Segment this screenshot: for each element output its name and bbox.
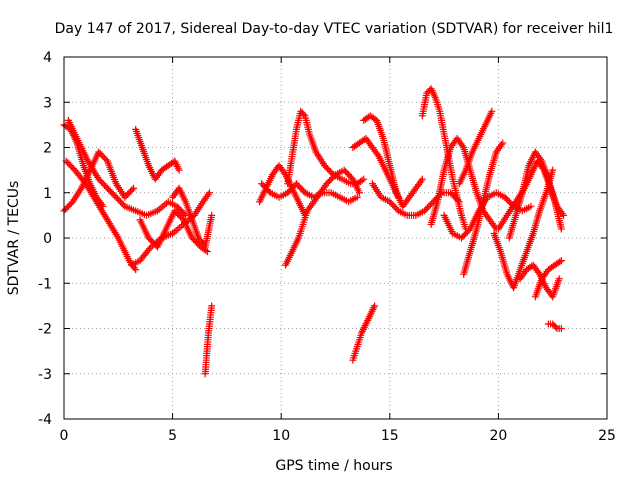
data-point xyxy=(203,248,211,256)
data-point xyxy=(549,166,557,174)
data-point xyxy=(300,187,308,195)
data-point xyxy=(328,169,336,177)
data-point xyxy=(178,214,186,222)
data-point xyxy=(556,258,564,266)
y-tick-label: -4 xyxy=(38,412,52,428)
series-arc20 xyxy=(440,189,535,242)
x-tick-label: 20 xyxy=(489,428,507,444)
series-arc3 xyxy=(62,157,140,274)
y-tick-label: 0 xyxy=(43,231,52,247)
y-tick-label: 2 xyxy=(43,141,52,157)
series-arc4 xyxy=(64,116,190,219)
series-arc22 xyxy=(455,107,496,188)
y-axis-label: SDTVAR / TECUs xyxy=(6,181,22,296)
y-tick-label: 4 xyxy=(43,50,52,66)
data-point xyxy=(132,266,140,274)
series-arc21 xyxy=(460,139,507,278)
series-arc19 xyxy=(427,134,500,233)
data-point xyxy=(557,225,565,233)
data-point xyxy=(130,184,138,192)
axis-ticks xyxy=(63,56,608,420)
data-point xyxy=(488,107,496,115)
data-point xyxy=(371,302,379,310)
series-arc25 xyxy=(505,148,565,242)
x-tick-label: 15 xyxy=(381,428,399,444)
data-point xyxy=(557,325,565,332)
x-tick-label: 0 xyxy=(60,428,69,444)
data-point xyxy=(128,186,136,194)
x-tick-label: 5 xyxy=(168,428,177,444)
data-point xyxy=(80,178,88,186)
series-arc5 xyxy=(132,125,183,183)
series-arc27 xyxy=(531,257,565,301)
y-tick-label: -3 xyxy=(38,367,52,383)
x-axis-label: GPS time / hours xyxy=(275,458,392,474)
series-arc9 xyxy=(201,302,216,378)
y-tick-label: 1 xyxy=(43,186,52,202)
data-point xyxy=(353,193,361,201)
series-arc13 xyxy=(284,107,368,188)
data-point xyxy=(560,211,568,219)
x-tick-label: 25 xyxy=(598,428,616,444)
series-arc7 xyxy=(136,207,211,256)
data-point xyxy=(206,189,214,197)
data-point xyxy=(300,110,308,118)
data-point xyxy=(499,139,507,147)
data-point xyxy=(552,323,560,331)
series-arc11 xyxy=(258,180,361,206)
data-point xyxy=(360,175,368,183)
data-point xyxy=(208,302,216,310)
data-point xyxy=(393,205,401,213)
x-tick-label: 10 xyxy=(272,428,290,444)
series-arc8 xyxy=(169,184,216,251)
data-point xyxy=(208,211,216,219)
data-point xyxy=(146,245,154,253)
data-point xyxy=(555,275,563,283)
y-tick-label: 3 xyxy=(43,95,52,111)
data-point xyxy=(355,189,363,197)
tick-labels: 0 5 10 15 20 25 -4 -3 -2 -1 0 1 2 3 4 xyxy=(38,50,616,444)
series-arc15 xyxy=(360,112,426,210)
data-point xyxy=(358,176,366,184)
chart-title: Day 147 of 2017, Sidereal Day-to-day VTE… xyxy=(55,21,614,37)
data-points xyxy=(60,85,568,378)
series-arc16 xyxy=(349,302,379,364)
y-tick-label: -2 xyxy=(38,322,52,338)
series-arc28 xyxy=(544,320,565,332)
data-point xyxy=(175,166,183,174)
data-point xyxy=(557,257,565,265)
data-point xyxy=(265,187,273,195)
y-tick-label: -1 xyxy=(38,276,52,292)
data-point xyxy=(527,202,535,210)
data-point xyxy=(102,156,110,164)
data-point xyxy=(418,175,426,183)
data-point xyxy=(465,226,473,234)
data-point xyxy=(119,201,127,209)
